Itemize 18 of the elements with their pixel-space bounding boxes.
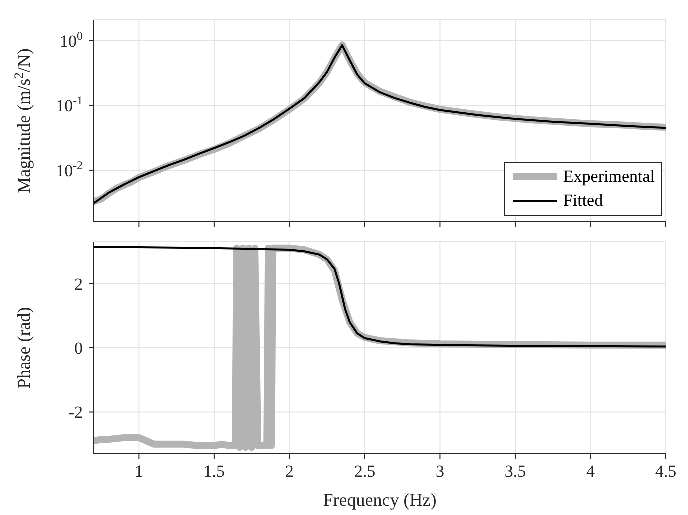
y-tick-label: 2 [74,274,83,294]
y-tick-label: 10$^{-2}$ [56,158,84,180]
y-tick-label: 10$^{0}$ [60,28,84,51]
legend-label: Fitted [563,190,604,212]
x-tick-label: 2.5 [354,462,376,481]
x-tick-label: 4 [586,462,596,481]
y-axis-title: Phase (rad) [14,307,34,389]
legend-label: Experimental [563,166,655,188]
x-tick-label: 2 [285,462,294,481]
x-tick-label: 1 [134,462,144,481]
y-tick-label: 0 [74,339,83,358]
x-tick-label: 3 [436,462,444,481]
x-axis-title: Frequency (Hz) [323,490,437,510]
x-tick-label: 1.5 [204,462,226,481]
x-tick-label: 4.5 [655,462,677,481]
y-tick-label: 10$^{-1}$ [56,94,84,116]
y-tick-label: -2 [68,403,83,422]
x-tick-label: 3.5 [504,462,526,481]
